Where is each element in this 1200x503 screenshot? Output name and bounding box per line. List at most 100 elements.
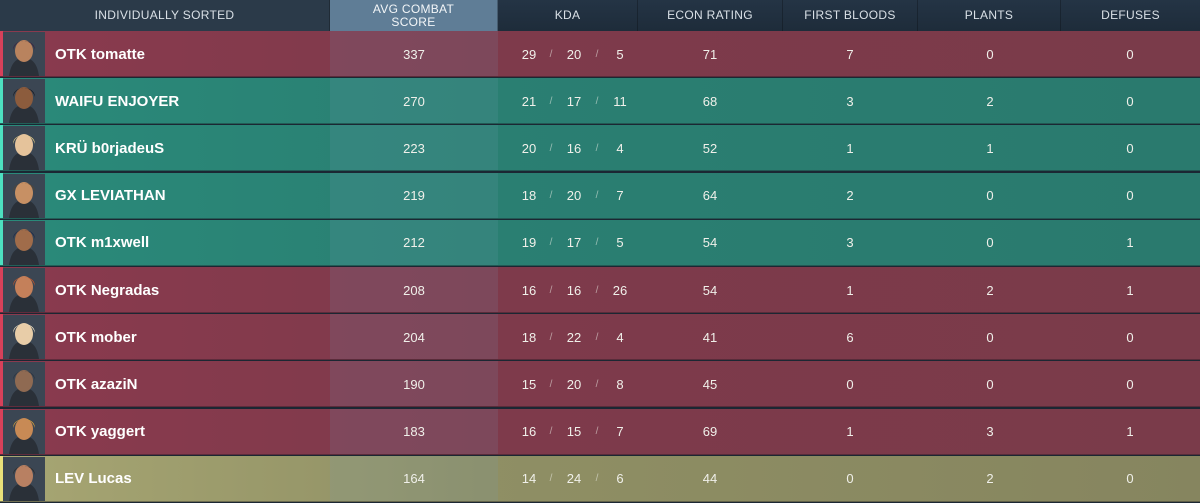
player-row[interactable]: WAIFU ENJOYER 270 21 / 17 / 11 68 3 2 0: [0, 78, 1200, 125]
player-name: LEV Lucas: [55, 470, 132, 488]
kda-separator: /: [549, 284, 553, 296]
scoreboard-header: INDIVIDUALLY SORTED AVG COMBAT SCORE KDA…: [0, 0, 1200, 31]
player-name: OTK m1xwell: [55, 234, 150, 252]
kills-value: 14: [521, 471, 537, 487]
first-bloods-value: 0: [846, 376, 854, 392]
team-color-stripe: [0, 78, 3, 124]
player-row[interactable]: KRÜ b0rjadeuS 223 20 / 16 / 4 52 1 1 0: [0, 125, 1200, 172]
kda-separator: /: [549, 48, 553, 60]
deaths-value: 17: [566, 93, 582, 109]
assists-value: 7: [616, 188, 624, 204]
kda-separator: /: [549, 142, 553, 154]
kills-value: 29: [521, 46, 537, 62]
team-color-stripe: [0, 125, 3, 171]
acs-column-highlight: [330, 455, 498, 501]
acs-column-highlight: [330, 314, 498, 360]
agent-portrait-icon: [3, 79, 45, 124]
player-row[interactable]: OTK azaziN 190 15 / 20 / 8 45 0 0 0: [0, 361, 1200, 408]
team-color-stripe: [0, 361, 3, 407]
defuses-value: 0: [1126, 471, 1134, 487]
deaths-value: 22: [566, 329, 582, 345]
plants-value: 0: [986, 235, 994, 251]
assists-value: 26: [612, 282, 628, 298]
kills-value: 16: [521, 282, 537, 298]
assists-value: 5: [616, 46, 624, 62]
kda-separator: /: [549, 190, 553, 202]
column-header-plants[interactable]: PLANTS: [918, 0, 1061, 31]
econ-value: 54: [702, 235, 718, 251]
defuses-value: 0: [1126, 188, 1134, 204]
team-color-stripe: [0, 314, 3, 360]
column-header-kda[interactable]: KDA: [498, 0, 638, 31]
player-row[interactable]: OTK m1xwell 212 19 / 17 / 5 54 3 0 1: [0, 219, 1200, 266]
first-bloods-value: 6: [846, 329, 854, 345]
acs-value: 337: [403, 46, 425, 62]
defuses-value: 1: [1126, 235, 1134, 251]
plants-value: 0: [986, 329, 994, 345]
column-header-defuses[interactable]: DEFUSES: [1101, 8, 1160, 22]
assists-value: 5: [616, 235, 624, 251]
plants-value: 3: [986, 424, 994, 440]
kda-separator: /: [595, 142, 599, 154]
econ-value: 54: [702, 282, 718, 298]
acs-value: 270: [403, 93, 425, 109]
acs-value: 219: [403, 188, 425, 204]
acs-value: 208: [403, 282, 425, 298]
sort-mode-label[interactable]: INDIVIDUALLY SORTED: [0, 0, 330, 31]
player-row[interactable]: OTK mober 204 18 / 22 / 4 41 6 0 0: [0, 314, 1200, 361]
player-row[interactable]: OTK Negradas 208 16 / 16 / 26 54 1 2 1: [0, 267, 1200, 313]
deaths-value: 16: [566, 282, 582, 298]
acs-column-highlight: [330, 78, 498, 124]
econ-value: 68: [702, 93, 718, 109]
kda-separator: /: [595, 331, 599, 343]
deaths-value: 20: [566, 376, 582, 392]
player-row[interactable]: OTK yaggert 183 16 / 15 / 7 69 1 3 1: [0, 408, 1200, 455]
acs-value: 164: [403, 471, 425, 487]
kills-value: 15: [521, 376, 537, 392]
kda-separator: /: [595, 190, 599, 202]
acs-value: 223: [403, 140, 425, 156]
column-header-econ[interactable]: ECON RATING: [638, 0, 783, 31]
kda-separator: /: [595, 95, 599, 107]
team-color-stripe: [0, 267, 3, 312]
assists-value: 4: [616, 329, 624, 345]
econ-value: 69: [702, 424, 718, 440]
player-row[interactable]: GX LEVIATHAN 219 18/20/7 64 2 0 0: [0, 172, 1200, 219]
kda-separator: /: [595, 284, 599, 296]
assists-value: 7: [616, 424, 624, 440]
acs-column-highlight: [330, 267, 498, 312]
defuses-value: 0: [1126, 93, 1134, 109]
deaths-value: 15: [566, 424, 582, 440]
player-name: OTK mober: [55, 328, 137, 346]
defuses-value: 0: [1126, 46, 1134, 62]
first-bloods-value: 1: [846, 424, 854, 440]
column-header-acs[interactable]: AVG COMBAT SCORE: [330, 0, 498, 31]
plants-value: 0: [986, 188, 994, 204]
player-name: KRÜ b0rjadeuS: [55, 139, 165, 157]
player-row[interactable]: OTK tomatte 337 29 / 20 / 5 71 7 0 0: [0, 31, 1200, 77]
agent-portrait-icon: [3, 362, 45, 407]
first-bloods-value: 1: [846, 282, 854, 298]
plants-value: 2: [986, 282, 994, 298]
acs-value: 183: [403, 424, 425, 440]
kda-separator: /: [595, 237, 599, 249]
column-header-first-bloods[interactable]: FIRST BLOODS: [783, 0, 918, 31]
kda-separator: /: [595, 426, 599, 438]
kda-separator: /: [595, 48, 599, 60]
player-row[interactable]: LEV Lucas 164 14 / 24 / 6 44 0 2 0: [0, 455, 1200, 502]
acs-column-highlight: [330, 31, 498, 76]
econ-value: 41: [702, 329, 718, 345]
defuses-value: 1: [1126, 424, 1134, 440]
deaths-value: 20: [566, 46, 582, 62]
agent-portrait-icon: [3, 268, 45, 312]
kda-separator: /: [549, 95, 553, 107]
first-bloods-value: 1: [846, 140, 854, 156]
assists-value: 4: [616, 140, 624, 156]
deaths-value: 17: [566, 235, 582, 251]
team-color-stripe: [0, 172, 3, 218]
kills-value: 16: [521, 424, 537, 440]
assists-value: 6: [616, 471, 624, 487]
kda-separator: /: [595, 473, 599, 485]
first-bloods-value: 3: [846, 93, 854, 109]
assists-value: 8: [616, 376, 624, 392]
